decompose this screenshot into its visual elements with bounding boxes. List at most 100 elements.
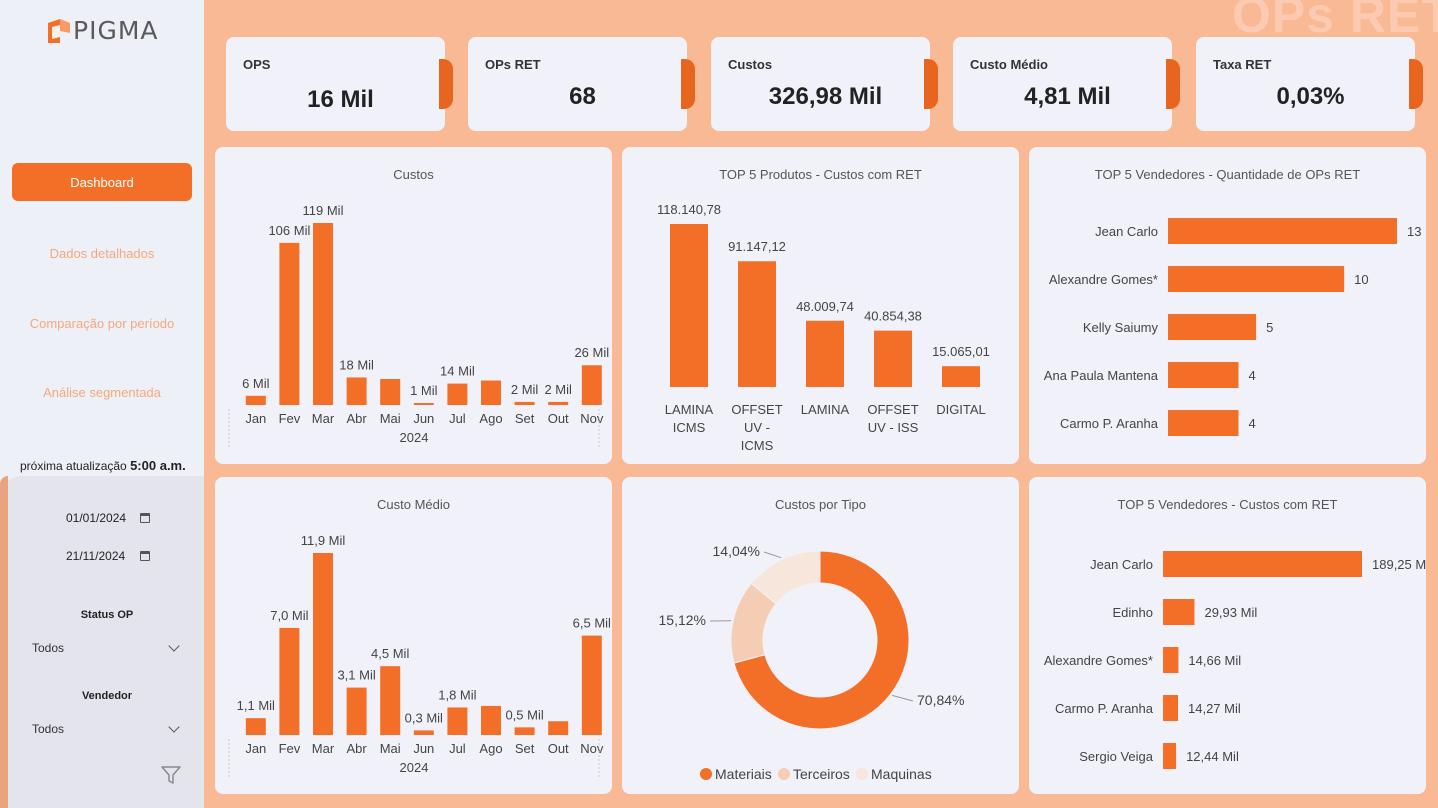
bar: [1163, 599, 1195, 625]
x-tick-label: OFFSET: [731, 402, 782, 417]
bar: [942, 366, 980, 387]
kpi-card-custo-medio: Custo Médio 4,81 Mil: [953, 37, 1180, 131]
x-tick-label: Jul: [449, 741, 466, 756]
date-end-field[interactable]: 21/11/2024: [50, 542, 158, 570]
data-label: 12,44 Mil: [1186, 749, 1239, 764]
calendar-icon[interactable]: [140, 551, 150, 561]
kpi-card-ops-ret: OPs RET 68: [468, 37, 695, 131]
date-start-field[interactable]: 01/01/2024: [50, 504, 158, 532]
chart-title: Custos: [393, 167, 434, 182]
nav-analise-segmentada-button[interactable]: Análise segmentada: [43, 384, 161, 400]
x-axis-year-label: 2024: [400, 430, 429, 445]
x-tick-label: ICMS: [673, 420, 706, 435]
data-label: 10: [1354, 272, 1368, 287]
date-start-value: 01/01/2024: [66, 511, 127, 525]
clear-filters-funnel-icon[interactable]: [160, 764, 182, 786]
data-label: 119 Mil: [303, 203, 344, 218]
data-label: 106 Mil: [268, 223, 310, 238]
brand-logo: PIGMA: [46, 16, 159, 45]
kpi-accent-tab: [1166, 59, 1180, 109]
bar: [874, 330, 912, 387]
data-label: 14 Mil: [440, 364, 475, 379]
data-label: 11,9 Mil: [301, 533, 346, 548]
kpi-label: Taxa RET: [1213, 57, 1272, 72]
y-tick-label: Jean Carlo: [1095, 224, 1158, 239]
bar: [670, 224, 708, 387]
x-tick-label: OFFSET: [867, 402, 918, 417]
legend-label: Terceiros: [793, 766, 850, 782]
bar: [279, 242, 300, 405]
bar: [346, 687, 367, 735]
x-tick-label: UV -: [744, 420, 770, 435]
calendar-icon[interactable]: [140, 513, 150, 523]
next-update-label: próxima atualização: [20, 459, 127, 473]
data-label: 189,25 Mil: [1372, 557, 1426, 572]
donut-slice: [750, 550, 821, 605]
x-tick-label: Jun: [413, 411, 434, 426]
vendedor-dropdown[interactable]: Todos: [32, 717, 184, 741]
y-tick-label: Jean Carlo: [1090, 557, 1153, 572]
data-label: 4: [1248, 368, 1255, 383]
chevron-down-icon: [168, 640, 180, 652]
data-label: 118.140,78: [657, 202, 721, 217]
kpi-card-ops: OPS 16 Mil: [226, 37, 453, 131]
data-label: 6 Mil: [242, 376, 270, 391]
y-tick-label: Kelly Saiumy: [1083, 320, 1159, 335]
x-tick-label: Out: [548, 741, 569, 756]
bar: [380, 379, 401, 405]
panel-top5-vendedores-custos: TOP 5 Vendedores - Custos com RET Jean C…: [1029, 477, 1426, 794]
nav-comparacao-periodo-button[interactable]: Comparação por período: [29, 315, 175, 331]
next-update-info: próxima atualização 5:00 a.m.: [20, 458, 186, 473]
brand-name: PIGMA: [73, 16, 159, 45]
legend-marker: [700, 768, 712, 780]
x-tick-label: Abr: [346, 741, 367, 756]
bar: [279, 627, 300, 735]
x-tick-label: Fev: [279, 411, 301, 426]
x-tick-label: Mar: [312, 741, 335, 756]
legend-label: Materiais: [715, 766, 772, 782]
leader-line: [763, 551, 782, 559]
y-tick-label: Carmo P. Aranha: [1060, 416, 1159, 431]
next-update-time: 5:00 a.m.: [130, 458, 186, 473]
kpi-label: OPs RET: [485, 57, 541, 72]
status-op-dropdown[interactable]: Todos: [32, 636, 184, 660]
nav-dashboard-button[interactable]: Dashboard: [12, 163, 192, 201]
kpi-card-custos: Custos 326,98 Mil: [711, 37, 938, 131]
legend-label: Maquinas: [871, 766, 932, 782]
bar: [1168, 314, 1257, 340]
bar: [514, 401, 535, 405]
legend-marker: [856, 768, 868, 780]
kpi-value: 16 Mil: [307, 86, 374, 113]
bar: [1163, 647, 1179, 673]
bar: [581, 635, 602, 735]
data-label: 91.147,12: [728, 239, 786, 254]
data-label: 1 Mil: [410, 383, 438, 398]
data-label: 4,5 Mil: [371, 646, 409, 661]
bar: [245, 395, 266, 405]
bar: [346, 377, 367, 405]
status-op-value: Todos: [32, 641, 65, 655]
data-label: 7,0 Mil: [270, 608, 308, 623]
panel-custos: Custos 6 Mil Jan 106 Mil Fev 119 Mil Mar 18 Mi…: [215, 147, 612, 464]
x-tick-label: Mai: [380, 741, 401, 756]
top5-vendedores-custos-bar-chart: Jean Carlo 189,25 Mil Edinho 29,93 Mil Alexa…: [1044, 551, 1426, 769]
data-label: 48.009,74: [796, 299, 854, 314]
data-label: 1,1 Mil: [237, 698, 275, 713]
nav-dados-detalhados-button[interactable]: Dados detalhados: [49, 245, 155, 261]
data-label: 40.854,38: [864, 309, 922, 324]
pigma-logo-icon: [48, 18, 70, 43]
data-label: 6,5 Mil: [573, 616, 611, 631]
x-tick-label: LAMINA: [665, 402, 714, 417]
bar: [1163, 695, 1179, 721]
x-tick-label: Abr: [346, 411, 367, 426]
panel-top5-vendedores-qtd: TOP 5 Vendedores - Quantidade de OPs RET…: [1029, 147, 1426, 464]
top5-produtos-bar-chart: 118.140,78 LAMINA ICMS 91.147,12 OFFSET UV - I…: [657, 202, 990, 453]
x-tick-label: Jul: [449, 411, 466, 426]
bar: [1168, 362, 1239, 388]
x-tick-label: UV - ISS: [868, 420, 919, 435]
date-end-value: 21/11/2024: [66, 549, 126, 563]
data-label: 15.065,01: [932, 344, 990, 359]
panel-custo-medio: Custo Médio 1,1 Mil Jan 7,0 Mil Fev 11,9 Mil…: [215, 477, 612, 794]
data-label: 0,3 Mil: [405, 710, 443, 725]
filters-panel: 01/01/2024 21/11/2024 Status OP Todos Ve…: [0, 476, 204, 808]
